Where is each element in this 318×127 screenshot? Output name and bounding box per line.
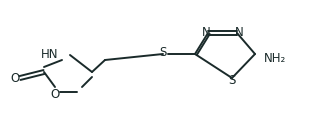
Text: N: N xyxy=(235,26,243,38)
Text: S: S xyxy=(159,46,167,60)
Text: HN: HN xyxy=(40,49,58,61)
Text: O: O xyxy=(50,88,60,100)
Text: O: O xyxy=(10,72,20,84)
Text: N: N xyxy=(202,26,211,38)
Text: NH₂: NH₂ xyxy=(264,52,286,65)
Text: S: S xyxy=(228,74,236,86)
